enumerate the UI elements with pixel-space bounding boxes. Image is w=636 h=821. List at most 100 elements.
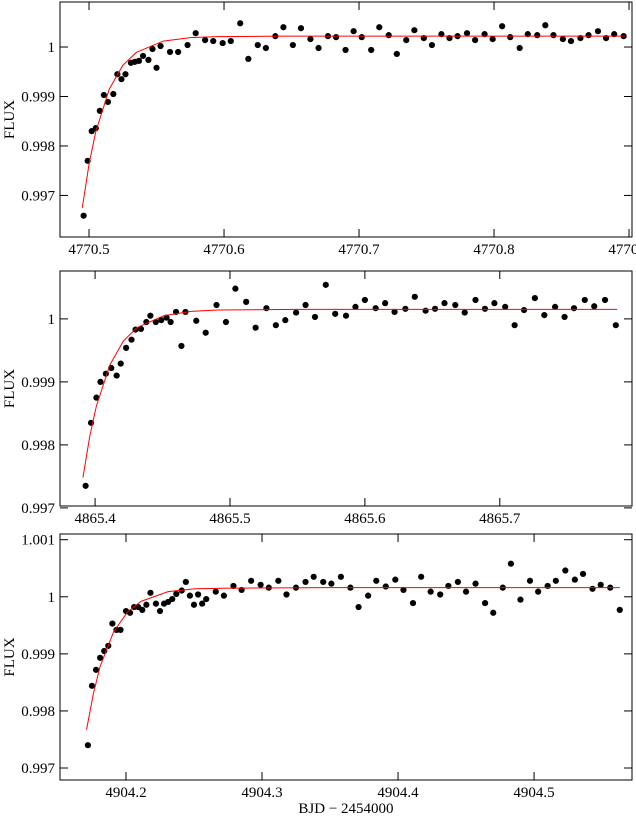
data-point xyxy=(143,601,150,608)
data-point xyxy=(342,46,349,54)
data-point xyxy=(589,585,596,592)
data-point xyxy=(302,301,309,309)
data-point xyxy=(358,34,365,41)
data-point xyxy=(157,42,164,50)
data-point xyxy=(280,24,287,31)
data-point xyxy=(472,296,479,304)
plot-frame xyxy=(59,1,633,238)
data-point xyxy=(263,305,270,312)
data-point xyxy=(212,588,219,595)
data-point xyxy=(100,91,107,99)
data-point xyxy=(350,28,357,35)
data-point xyxy=(175,48,182,56)
data-point xyxy=(145,56,152,63)
data-point xyxy=(332,310,339,317)
data-point xyxy=(534,32,541,39)
data-point xyxy=(230,582,237,590)
data-point xyxy=(382,300,389,307)
y-tick-label: 0.998 xyxy=(21,704,55,720)
data-point xyxy=(257,581,264,588)
data-point xyxy=(597,581,604,588)
data-point xyxy=(352,303,359,311)
plot-frame xyxy=(59,533,633,781)
fit-line xyxy=(82,308,618,478)
data-point xyxy=(173,590,180,598)
fit-line xyxy=(81,35,625,208)
x-tick-label: 4865.4 xyxy=(74,511,116,527)
data-point xyxy=(315,44,322,52)
y-tick-label: 0.999 xyxy=(21,89,55,105)
data-point xyxy=(88,682,96,689)
data-point xyxy=(243,298,250,305)
data-point xyxy=(328,580,335,587)
data-point xyxy=(489,36,496,43)
data-point xyxy=(84,742,91,749)
data-point xyxy=(422,307,429,314)
x-tick-label: 4904.2 xyxy=(105,785,146,801)
data-point xyxy=(322,281,329,288)
data-point xyxy=(272,322,279,329)
data-point xyxy=(167,318,174,326)
y-tick-label: 0.997 xyxy=(21,761,55,777)
data-point xyxy=(531,294,538,302)
data-point xyxy=(97,378,104,385)
x-tick-label: 4865.5 xyxy=(209,511,250,527)
x-tick-label: 4904.5 xyxy=(513,785,554,801)
data-point xyxy=(400,586,407,594)
y-tick-label: 0.997 xyxy=(21,501,55,517)
data-point xyxy=(203,595,210,603)
data-point xyxy=(92,666,100,673)
data-point xyxy=(282,317,289,324)
data-point xyxy=(139,52,147,60)
data-point xyxy=(562,567,569,574)
data-point xyxy=(158,317,165,324)
data-point xyxy=(302,578,309,586)
data-point xyxy=(585,32,592,39)
data-point xyxy=(571,576,578,583)
data-point xyxy=(579,570,587,578)
data-point xyxy=(601,296,609,304)
data-point xyxy=(262,44,269,52)
data-point xyxy=(147,589,154,596)
x-axis-label: BJD − 2454000 xyxy=(298,801,393,816)
data-point xyxy=(376,24,383,31)
data-point xyxy=(139,606,146,614)
data-point xyxy=(591,303,598,310)
data-point xyxy=(581,296,588,304)
data-point xyxy=(391,308,398,316)
data-point xyxy=(511,322,518,329)
x-tick-label: 4770.5 xyxy=(68,242,109,258)
data-point xyxy=(481,599,489,607)
data-point xyxy=(452,301,459,309)
data-point xyxy=(385,32,392,39)
fit-line xyxy=(86,587,620,730)
data-point xyxy=(373,577,380,584)
data-point xyxy=(163,314,170,321)
panel: 4865.4 4865.5 4865.6 4865.7 0.997 0.998 0.999 1… xyxy=(2,270,633,527)
data-point xyxy=(169,595,176,603)
data-point xyxy=(310,573,317,580)
data-point xyxy=(437,591,444,598)
data-point xyxy=(307,36,314,43)
panel: 4770.5 4770.6 4770.7 4770.8 4770.9 0.997 0.998… xyxy=(2,1,636,258)
data-point xyxy=(570,305,578,312)
x-tick-label: 4904.3 xyxy=(241,785,282,801)
data-point xyxy=(137,325,145,333)
data-point xyxy=(491,300,498,307)
data-point xyxy=(297,25,305,32)
data-point xyxy=(552,577,559,584)
data-point xyxy=(113,372,120,379)
data-point xyxy=(517,596,524,603)
data-point xyxy=(166,48,174,56)
y-tick-label: 1 xyxy=(48,40,56,56)
data-point xyxy=(289,41,296,49)
data-point xyxy=(283,591,290,598)
data-point xyxy=(192,30,199,37)
data-point xyxy=(461,309,468,316)
data-point xyxy=(550,32,557,39)
data-point xyxy=(403,36,410,44)
y-tick-label: 1 xyxy=(48,312,56,328)
data-point xyxy=(542,22,549,29)
y-tick-label: 0.999 xyxy=(21,647,55,663)
data-point xyxy=(178,342,185,350)
